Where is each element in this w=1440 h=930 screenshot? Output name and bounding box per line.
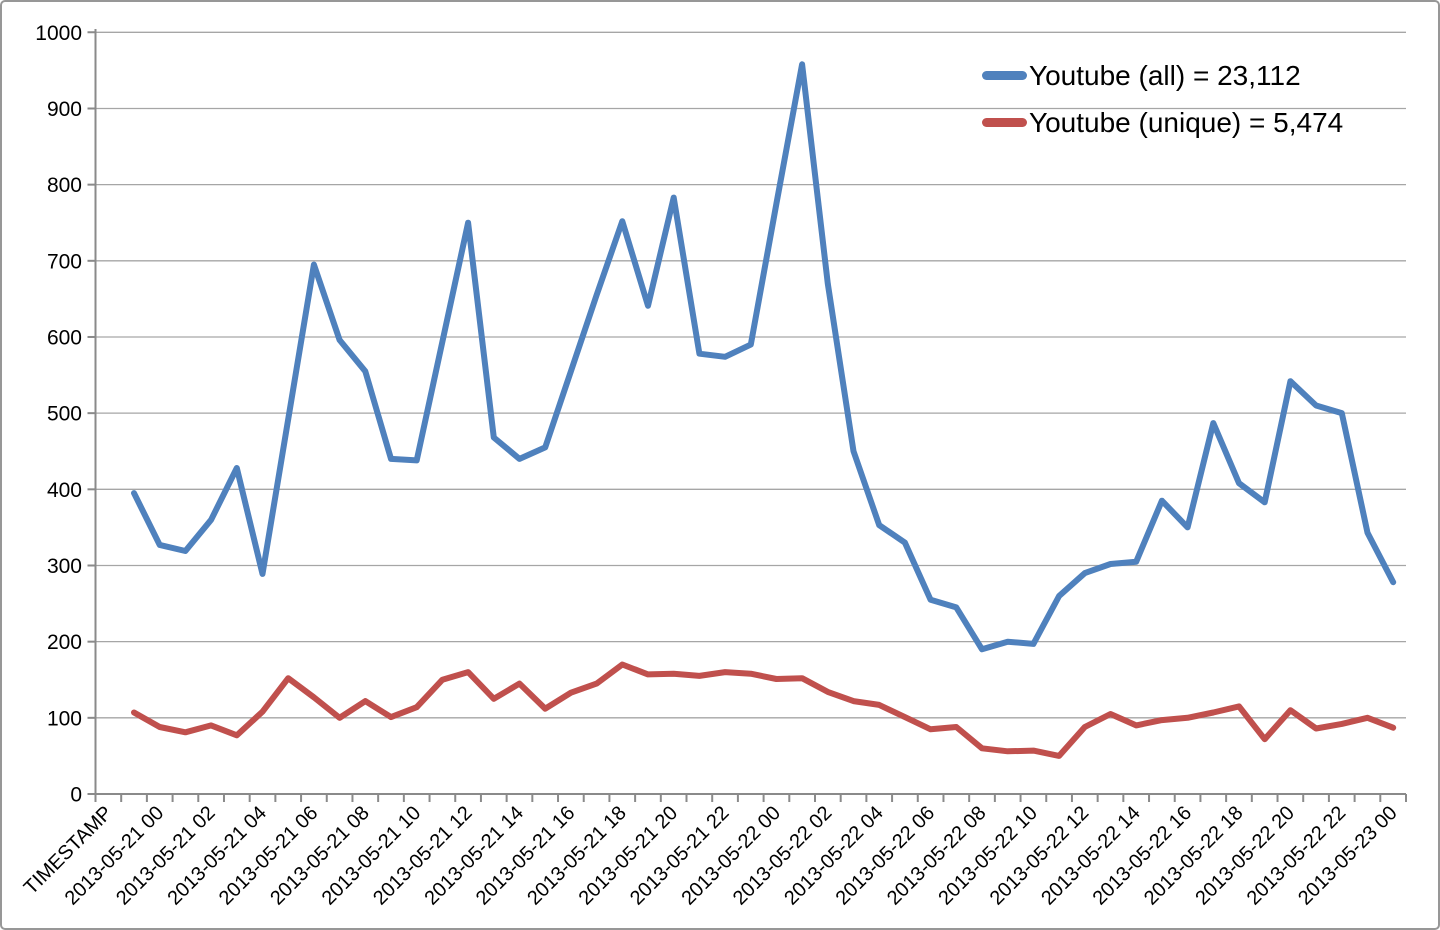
y-tick-label-700: 700 — [47, 250, 82, 273]
x-tick-label-0: TIMESTAMP — [20, 802, 117, 899]
legend: Youtube (all) = 23,112 Youtube (unique) … — [982, 52, 1343, 146]
series-line-youtube-unique — [131, 661, 1397, 759]
legend-line-sample-youtube-unique — [982, 118, 1027, 127]
y-tick-label-300: 300 — [47, 555, 82, 578]
y-tick-label-100: 100 — [47, 707, 82, 730]
series-line-youtube-all — [131, 61, 1397, 653]
legend-line-sample-youtube-all — [982, 71, 1027, 80]
legend-label-youtube-unique: Youtube (unique) = 5,474 — [1029, 106, 1344, 138]
legend-item-youtube-unique: Youtube (unique) = 5,474 — [982, 99, 1343, 146]
y-tick-label-800: 800 — [47, 174, 82, 197]
y-tick-label-200: 200 — [47, 631, 82, 654]
y-tick-label-1000: 1000 — [35, 22, 82, 45]
legend-item-youtube-all: Youtube (all) = 23,112 — [982, 52, 1343, 99]
y-tick-label-500: 500 — [47, 403, 82, 426]
y-tick-label-0: 0 — [70, 784, 82, 807]
y-tick-label-600: 600 — [47, 326, 82, 349]
y-tick-label-400: 400 — [47, 479, 82, 502]
legend-label-youtube-all: Youtube (all) = 23,112 — [1029, 59, 1301, 91]
y-tick-label-900: 900 — [47, 98, 82, 121]
